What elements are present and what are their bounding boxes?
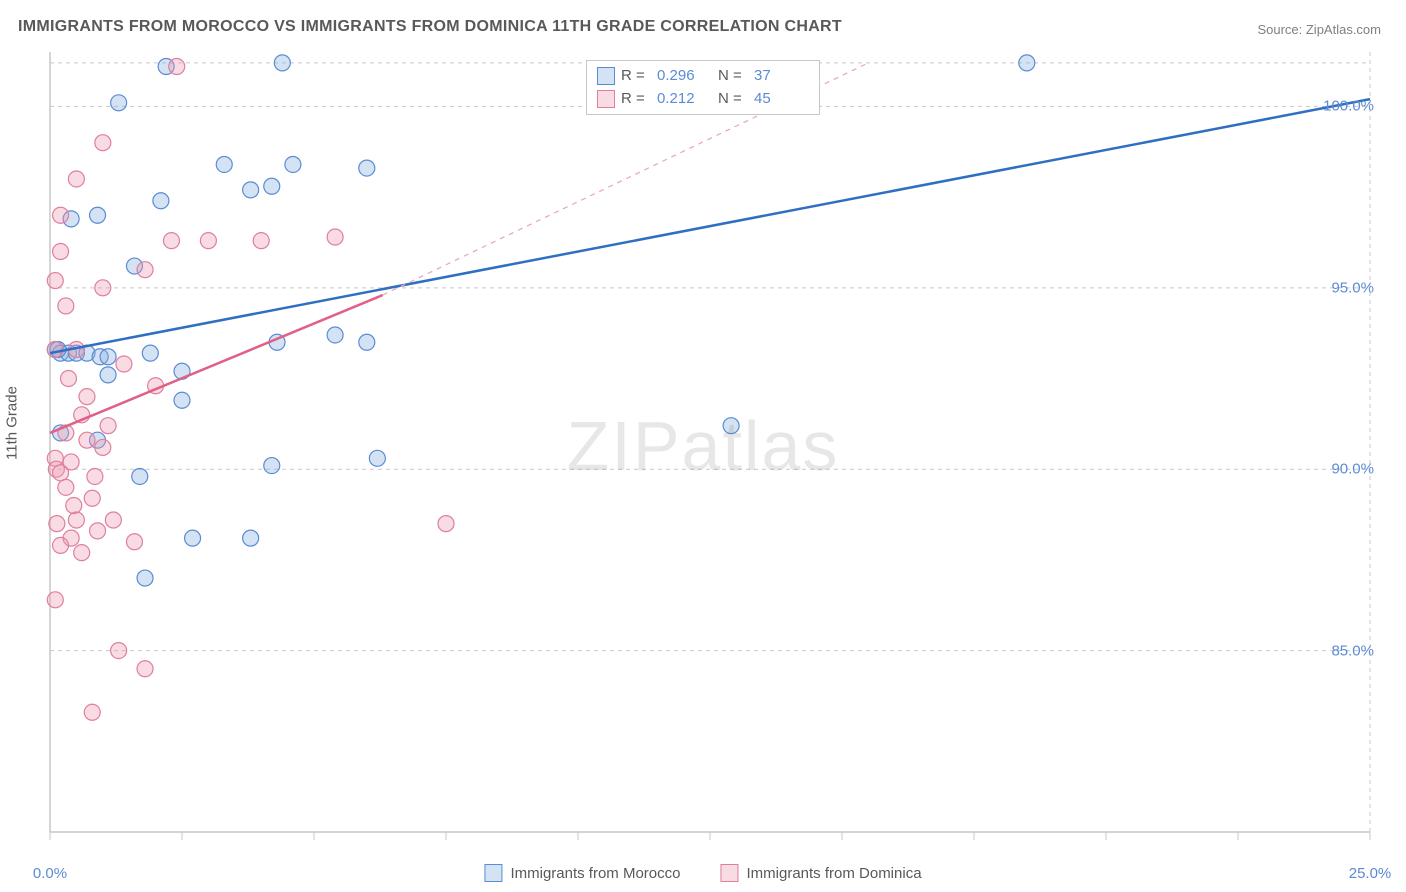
morocco-point [359, 334, 375, 350]
dominica-point [47, 592, 63, 608]
source-prefix: Source: [1257, 22, 1305, 37]
morocco-legend-swatch-icon [484, 864, 502, 882]
dominica-point [58, 479, 74, 495]
dominica-point [95, 439, 111, 455]
n-value: 45 [754, 88, 809, 111]
legend-item-morocco: Immigrants from Morocco [484, 864, 680, 882]
n-label: N = [718, 88, 748, 111]
dominica-point [163, 233, 179, 249]
dominica-point [60, 371, 76, 387]
dominica-point [53, 537, 69, 553]
morocco-point [264, 178, 280, 194]
dominica-point [58, 298, 74, 314]
bottom-legend: Immigrants from Morocco Immigrants from D… [484, 864, 921, 882]
morocco-swatch-icon [597, 67, 615, 85]
morocco-point [100, 367, 116, 383]
morocco-point [185, 530, 201, 546]
dominica-point [79, 389, 95, 405]
legend-item-dominica: Immigrants from Dominica [721, 864, 922, 882]
morocco-point [723, 418, 739, 434]
morocco-point [264, 458, 280, 474]
morocco-point [369, 450, 385, 466]
dominica-point [53, 244, 69, 260]
r-value: 0.296 [657, 65, 712, 88]
dominica-point [68, 171, 84, 187]
dominica-point [105, 512, 121, 528]
dominica-point [66, 497, 82, 513]
dominica-point [84, 490, 100, 506]
source-attribution: Source: ZipAtlas.com [1257, 22, 1381, 37]
dominica-point [169, 59, 185, 75]
y-tick-label: 90.0% [1331, 461, 1374, 478]
dominica-point [63, 454, 79, 470]
y-tick-label: 85.0% [1331, 642, 1374, 659]
dominica-point [47, 273, 63, 289]
morocco-point [359, 160, 375, 176]
n-label: N = [718, 65, 748, 88]
stats-row-morocco: R = 0.296 N = 37 [597, 65, 809, 88]
dominica-point [137, 661, 153, 677]
dominica-point [84, 704, 100, 720]
morocco-point [174, 392, 190, 408]
y-tick-label: 100.0% [1323, 98, 1374, 115]
dominica-point [126, 534, 142, 550]
morocco-point [142, 345, 158, 361]
morocco-point [90, 207, 106, 223]
morocco-point [243, 182, 259, 198]
source-link[interactable]: ZipAtlas.com [1306, 22, 1381, 37]
morocco-point [100, 349, 116, 365]
dominica-point [47, 341, 63, 357]
morocco-point [274, 55, 290, 71]
r-value: 0.212 [657, 88, 712, 111]
morocco-point [216, 156, 232, 172]
dominica-point [327, 229, 343, 245]
dominica-point [74, 545, 90, 561]
dominica-point [111, 643, 127, 659]
dominica-point [200, 233, 216, 249]
dominica-swatch-icon [597, 90, 615, 108]
morocco-point [327, 327, 343, 343]
dominica-point [87, 468, 103, 484]
chart-title: IMMIGRANTS FROM MOROCCO VS IMMIGRANTS FR… [18, 18, 842, 36]
dominica-point [116, 356, 132, 372]
chart-container: IMMIGRANTS FROM MOROCCO VS IMMIGRANTS FR… [0, 0, 1406, 892]
morocco-point [285, 156, 301, 172]
morocco-point [153, 193, 169, 209]
r-label: R = [621, 88, 651, 111]
morocco-trendline [50, 99, 1370, 353]
dominica-point [68, 512, 84, 528]
dominica-point [49, 516, 65, 532]
morocco-point [1019, 55, 1035, 71]
stats-row-dominica: R = 0.212 N = 45 [597, 88, 809, 111]
r-label: R = [621, 65, 651, 88]
dominica-point [95, 135, 111, 151]
morocco-point [111, 95, 127, 111]
correlation-stats-box: R = 0.296 N = 37 R = 0.212 N = 45 [586, 60, 820, 115]
dominica-point [90, 523, 106, 539]
morocco-point [132, 468, 148, 484]
legend-label: Immigrants from Dominica [747, 865, 922, 882]
legend-label: Immigrants from Morocco [510, 865, 680, 882]
plot-svg [50, 52, 1370, 832]
n-value: 37 [754, 65, 809, 88]
dominica-point [100, 418, 116, 434]
morocco-point [137, 570, 153, 586]
x-tick-label: 0.0% [33, 865, 67, 882]
dominica-point [438, 516, 454, 532]
dominica-legend-swatch-icon [721, 864, 739, 882]
dominica-point [253, 233, 269, 249]
y-tick-label: 95.0% [1331, 279, 1374, 296]
x-tick-label: 25.0% [1349, 865, 1392, 882]
dominica-point [137, 262, 153, 278]
dominica-point [95, 280, 111, 296]
dominica-point [53, 207, 69, 223]
morocco-point [243, 530, 259, 546]
dominica-point [79, 432, 95, 448]
y-axis-label: 11th Grade [4, 386, 21, 460]
